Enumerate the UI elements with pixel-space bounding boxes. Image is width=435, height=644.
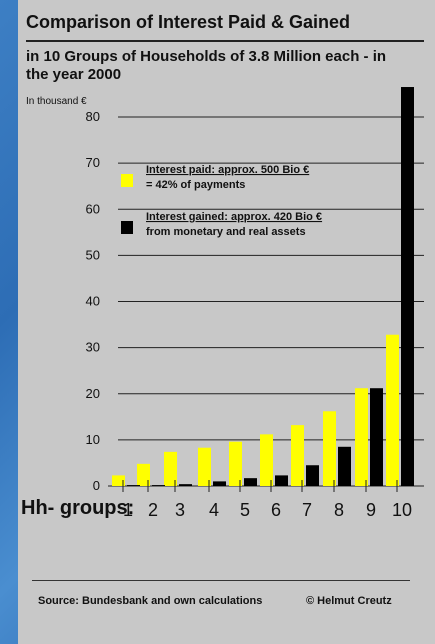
legend-sublabel: = 42% of payments [146, 179, 245, 191]
bar-interest-paid [137, 463, 150, 486]
legend: Interest paid: approx. 500 Bio € = 42% of… [121, 164, 322, 238]
y-axis-ticks: 0 10 20 30 40 50 60 70 80 [86, 109, 100, 493]
x-tick-label: 6 [271, 500, 281, 520]
chart-panel [18, 0, 435, 644]
bar-interest-paid [386, 334, 399, 486]
bar-interest-gained [152, 485, 165, 486]
legend-sublabel: from monetary and real assets [146, 226, 306, 238]
bar-interest-gained [275, 475, 288, 486]
bar-interest-gained [244, 478, 257, 486]
y-tick-label: 80 [86, 109, 100, 124]
bar-interest-paid [164, 451, 177, 486]
x-tick-label: 8 [334, 500, 344, 520]
y-tick-label: 60 [86, 201, 100, 216]
y-tick-label: 50 [86, 247, 100, 262]
bar-interest-paid [323, 411, 336, 486]
chart-subtitle: in 10 Groups of Households of 3.8 Millio… [26, 48, 387, 83]
x-tick-label: 4 [209, 500, 219, 520]
title-underline [26, 40, 424, 42]
chart-title: Comparison of Interest Paid & Gained [26, 12, 351, 32]
x-tick-label: 1 [123, 500, 133, 520]
legend-swatch [121, 174, 133, 187]
y-tick-label: 70 [86, 155, 100, 170]
source-note: Source: Bundesbank and own calculations [38, 595, 263, 607]
legend-swatch [121, 221, 133, 234]
y-tick-label: 20 [86, 386, 100, 401]
x-axis-title: Hh- groups: [21, 497, 135, 519]
y-tick-label: 10 [86, 432, 100, 447]
legend-label: Interest paid: approx. 500 Bio € [146, 164, 309, 176]
bar-interest-paid [198, 447, 211, 486]
x-tick-label: 5 [240, 500, 250, 520]
x-tick-label: 7 [302, 500, 312, 520]
bars [112, 87, 414, 487]
bar-interest-gained [213, 481, 226, 486]
bar-interest-gained [306, 465, 319, 486]
bar-interest-gained [179, 484, 192, 486]
footer-divider [32, 580, 410, 581]
bar-interest-gained [127, 485, 140, 486]
bar-interest-paid [260, 434, 273, 486]
bar-interest-paid [291, 425, 304, 486]
x-axis: 1 2 3 4 5 6 7 8 9 10 [122, 480, 412, 520]
y-tick-label: 0 [93, 478, 100, 493]
bar-interest-gained [401, 87, 414, 487]
copyright-note: © Helmut Creutz [306, 595, 392, 607]
bar-interest-paid [355, 388, 368, 486]
y-tick-label: 40 [86, 294, 100, 309]
x-tick-label: 9 [366, 500, 376, 520]
bar-interest-paid [112, 475, 125, 486]
unit-label: In thousand € [26, 96, 87, 107]
y-tick-label: 30 [86, 340, 100, 355]
x-tick-label: 3 [175, 500, 185, 520]
bar-interest-gained [370, 388, 383, 486]
x-tick-label: 10 [392, 500, 412, 520]
bar-interest-paid [229, 441, 242, 486]
legend-label: Interest gained: approx. 420 Bio € [146, 211, 322, 223]
x-tick-label: 2 [148, 500, 158, 520]
bar-interest-gained [338, 446, 351, 486]
